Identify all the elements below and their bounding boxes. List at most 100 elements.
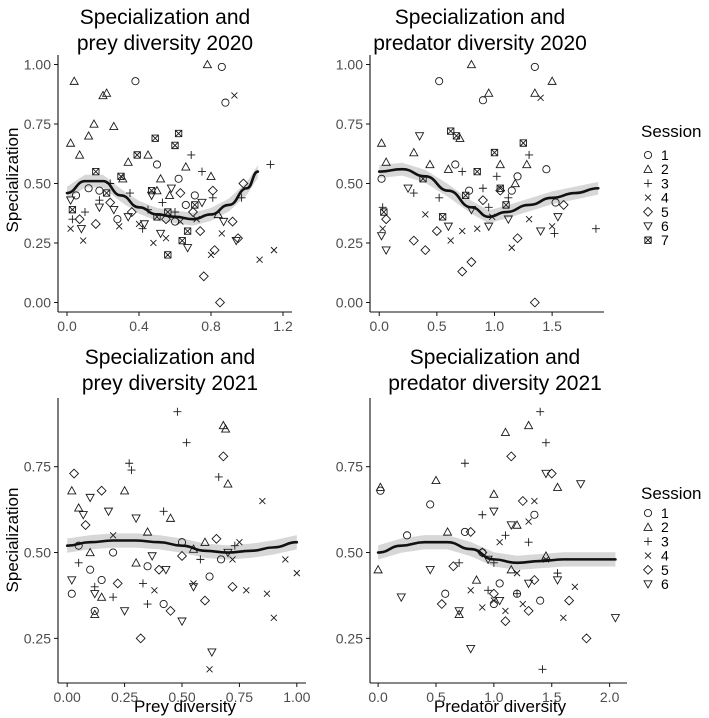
point-session-6 xyxy=(147,552,157,561)
point-session-5 xyxy=(175,187,186,199)
point-session-6 xyxy=(506,521,516,530)
smooth-line xyxy=(376,540,617,565)
y-axis-label: Specialization xyxy=(3,488,22,593)
point-session-1 xyxy=(495,579,504,588)
point-session-7 xyxy=(490,148,499,157)
y-tick-label: 0.50 xyxy=(336,545,363,561)
point-session-3 xyxy=(553,569,562,578)
point-session-3 xyxy=(173,407,182,416)
point-session-7 xyxy=(164,208,172,216)
legend-marker-session-4 xyxy=(644,194,652,201)
point-session-1 xyxy=(460,527,469,536)
title-line-1: Specialization and xyxy=(80,6,250,29)
x-tick-labels: 0.00 0.25 0.50 0.75 1.00 xyxy=(54,683,311,705)
point-session-1 xyxy=(530,62,539,71)
point-session-6 xyxy=(207,648,217,658)
point-session-4 xyxy=(115,223,123,230)
point-session-6 xyxy=(575,480,586,489)
point-session-4 xyxy=(282,556,289,563)
point-session-4 xyxy=(242,586,250,594)
x-tick-label: 0.5 xyxy=(427,318,447,334)
point-session-2 xyxy=(373,564,383,574)
point-session-7 xyxy=(151,134,159,142)
point-session-6 xyxy=(494,596,505,606)
point-session-6 xyxy=(119,607,130,616)
point-session-5 xyxy=(214,297,226,308)
x-tick-label: 1.0 xyxy=(484,689,504,705)
point-session-4 xyxy=(109,532,117,539)
y-axis-label: Specialization xyxy=(3,128,22,233)
point-session-2 xyxy=(98,90,108,100)
point-session-6 xyxy=(381,246,391,256)
point-session-7 xyxy=(178,236,186,245)
point-session-2 xyxy=(200,537,210,546)
point-session-2 xyxy=(143,150,153,159)
axes xyxy=(57,55,292,313)
x-tick-label: 0.75 xyxy=(226,689,253,705)
legend-label-session-4: 4 xyxy=(661,190,669,206)
y-tick-label: 0.75 xyxy=(336,459,363,475)
point-session-2 xyxy=(69,76,79,85)
point-session-4 xyxy=(231,92,238,99)
panel-prey-2020: Specialization and prey diversity 2020 S… xyxy=(3,6,293,334)
legend-title: Session xyxy=(641,484,701,503)
y-tick-label: 0.75 xyxy=(24,116,51,132)
point-session-1 xyxy=(95,186,104,195)
point-session-1 xyxy=(542,165,551,174)
point-session-5 xyxy=(187,207,199,218)
point-session-7 xyxy=(502,201,510,209)
point-session-5 xyxy=(529,297,540,308)
point-session-2 xyxy=(442,526,453,536)
axes xyxy=(57,398,306,684)
point-session-1 xyxy=(143,562,152,571)
title-line-1: Specialization and xyxy=(410,346,580,369)
point-session-1 xyxy=(109,548,118,557)
point-session-7 xyxy=(380,208,388,216)
point-session-2 xyxy=(73,502,84,512)
point-session-2 xyxy=(466,59,477,69)
point-session-1 xyxy=(435,77,444,86)
point-session-3 xyxy=(95,196,104,205)
point-session-3 xyxy=(504,193,513,202)
point-session-4 xyxy=(162,234,170,242)
point-session-6 xyxy=(103,507,114,517)
legend-title: Session xyxy=(641,122,701,141)
point-session-3 xyxy=(126,189,134,198)
point-session-5 xyxy=(176,550,188,561)
x-tick-label: 0.0 xyxy=(368,689,388,705)
point-session-6 xyxy=(489,507,499,517)
point-session-3 xyxy=(458,167,467,176)
point-session-7 xyxy=(164,251,172,259)
point-session-5 xyxy=(165,605,176,616)
point-session-6 xyxy=(231,236,241,246)
y-tick-label: 0.00 xyxy=(336,294,363,310)
point-session-5 xyxy=(90,218,101,229)
legend-marker-session-3 xyxy=(644,179,652,188)
title-line-2: prey diversity 2021 xyxy=(82,372,258,395)
point-session-5 xyxy=(160,214,172,225)
point-session-7 xyxy=(68,206,77,214)
point-session-1 xyxy=(530,510,539,519)
x-tick-label: 1.2 xyxy=(273,318,293,334)
point-session-1 xyxy=(402,531,412,540)
point-session-1 xyxy=(131,77,140,86)
point-session-1 xyxy=(489,599,498,609)
point-session-4 xyxy=(67,225,74,233)
title-line-2: predator diversity 2021 xyxy=(388,372,602,395)
point-session-6 xyxy=(553,213,563,222)
point-session-3 xyxy=(501,531,510,540)
point-session-4 xyxy=(151,586,158,594)
point-session-3 xyxy=(214,472,223,481)
point-session-5 xyxy=(436,598,447,610)
point-session-7 xyxy=(191,201,199,209)
point-session-7 xyxy=(183,227,192,235)
point-session-4 xyxy=(218,230,226,237)
point-session-1 xyxy=(181,200,190,209)
point-session-6 xyxy=(131,514,141,524)
point-session-2 xyxy=(495,159,506,169)
point-session-5 xyxy=(80,520,91,531)
point-session-6 xyxy=(552,576,563,585)
